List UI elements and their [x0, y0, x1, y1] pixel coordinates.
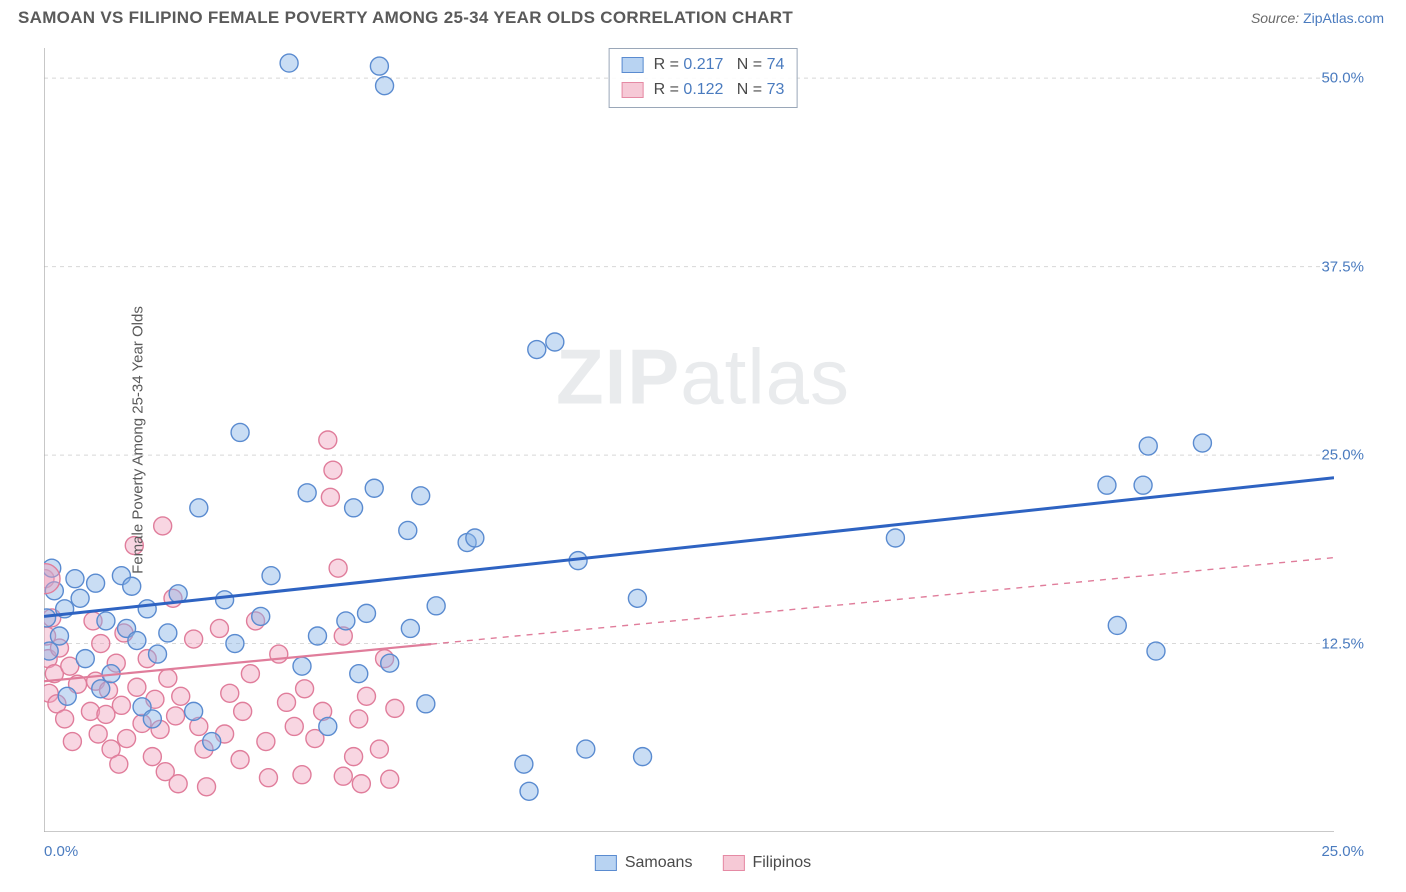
- y-axis-label: Female Poverty Among 25-34 Year Olds: [129, 306, 146, 574]
- legend-swatch: [595, 855, 617, 871]
- correlation-legend: R = 0.217 N = 74R = 0.122 N = 73: [609, 48, 798, 108]
- x-axis-end-label: 25.0%: [1321, 843, 1364, 860]
- x-axis-origin-label: 0.0%: [44, 843, 78, 860]
- legend-swatch: [622, 82, 644, 98]
- series-legend: Samoans Filipinos: [595, 854, 811, 872]
- source-label: Source: ZipAtlas.com: [1251, 10, 1384, 26]
- y-tick-label: 12.5%: [1321, 635, 1364, 652]
- legend-row: R = 0.217 N = 74: [622, 53, 785, 78]
- legend-item: Samoans: [595, 854, 693, 872]
- chart-area: Female Poverty Among 25-34 Year Olds R =…: [44, 48, 1362, 832]
- legend-row: R = 0.122 N = 73: [622, 78, 785, 103]
- legend-swatch: [722, 855, 744, 871]
- y-tick-label: 37.5%: [1321, 258, 1364, 275]
- y-tick-label: 25.0%: [1321, 447, 1364, 464]
- y-tick-label: 50.0%: [1321, 70, 1364, 87]
- source-link[interactable]: ZipAtlas.com: [1303, 10, 1384, 26]
- legend-swatch: [622, 57, 644, 73]
- chart-title: SAMOAN VS FILIPINO FEMALE POVERTY AMONG …: [18, 8, 793, 28]
- scatter-plot: [44, 48, 1334, 832]
- legend-item: Filipinos: [722, 854, 811, 872]
